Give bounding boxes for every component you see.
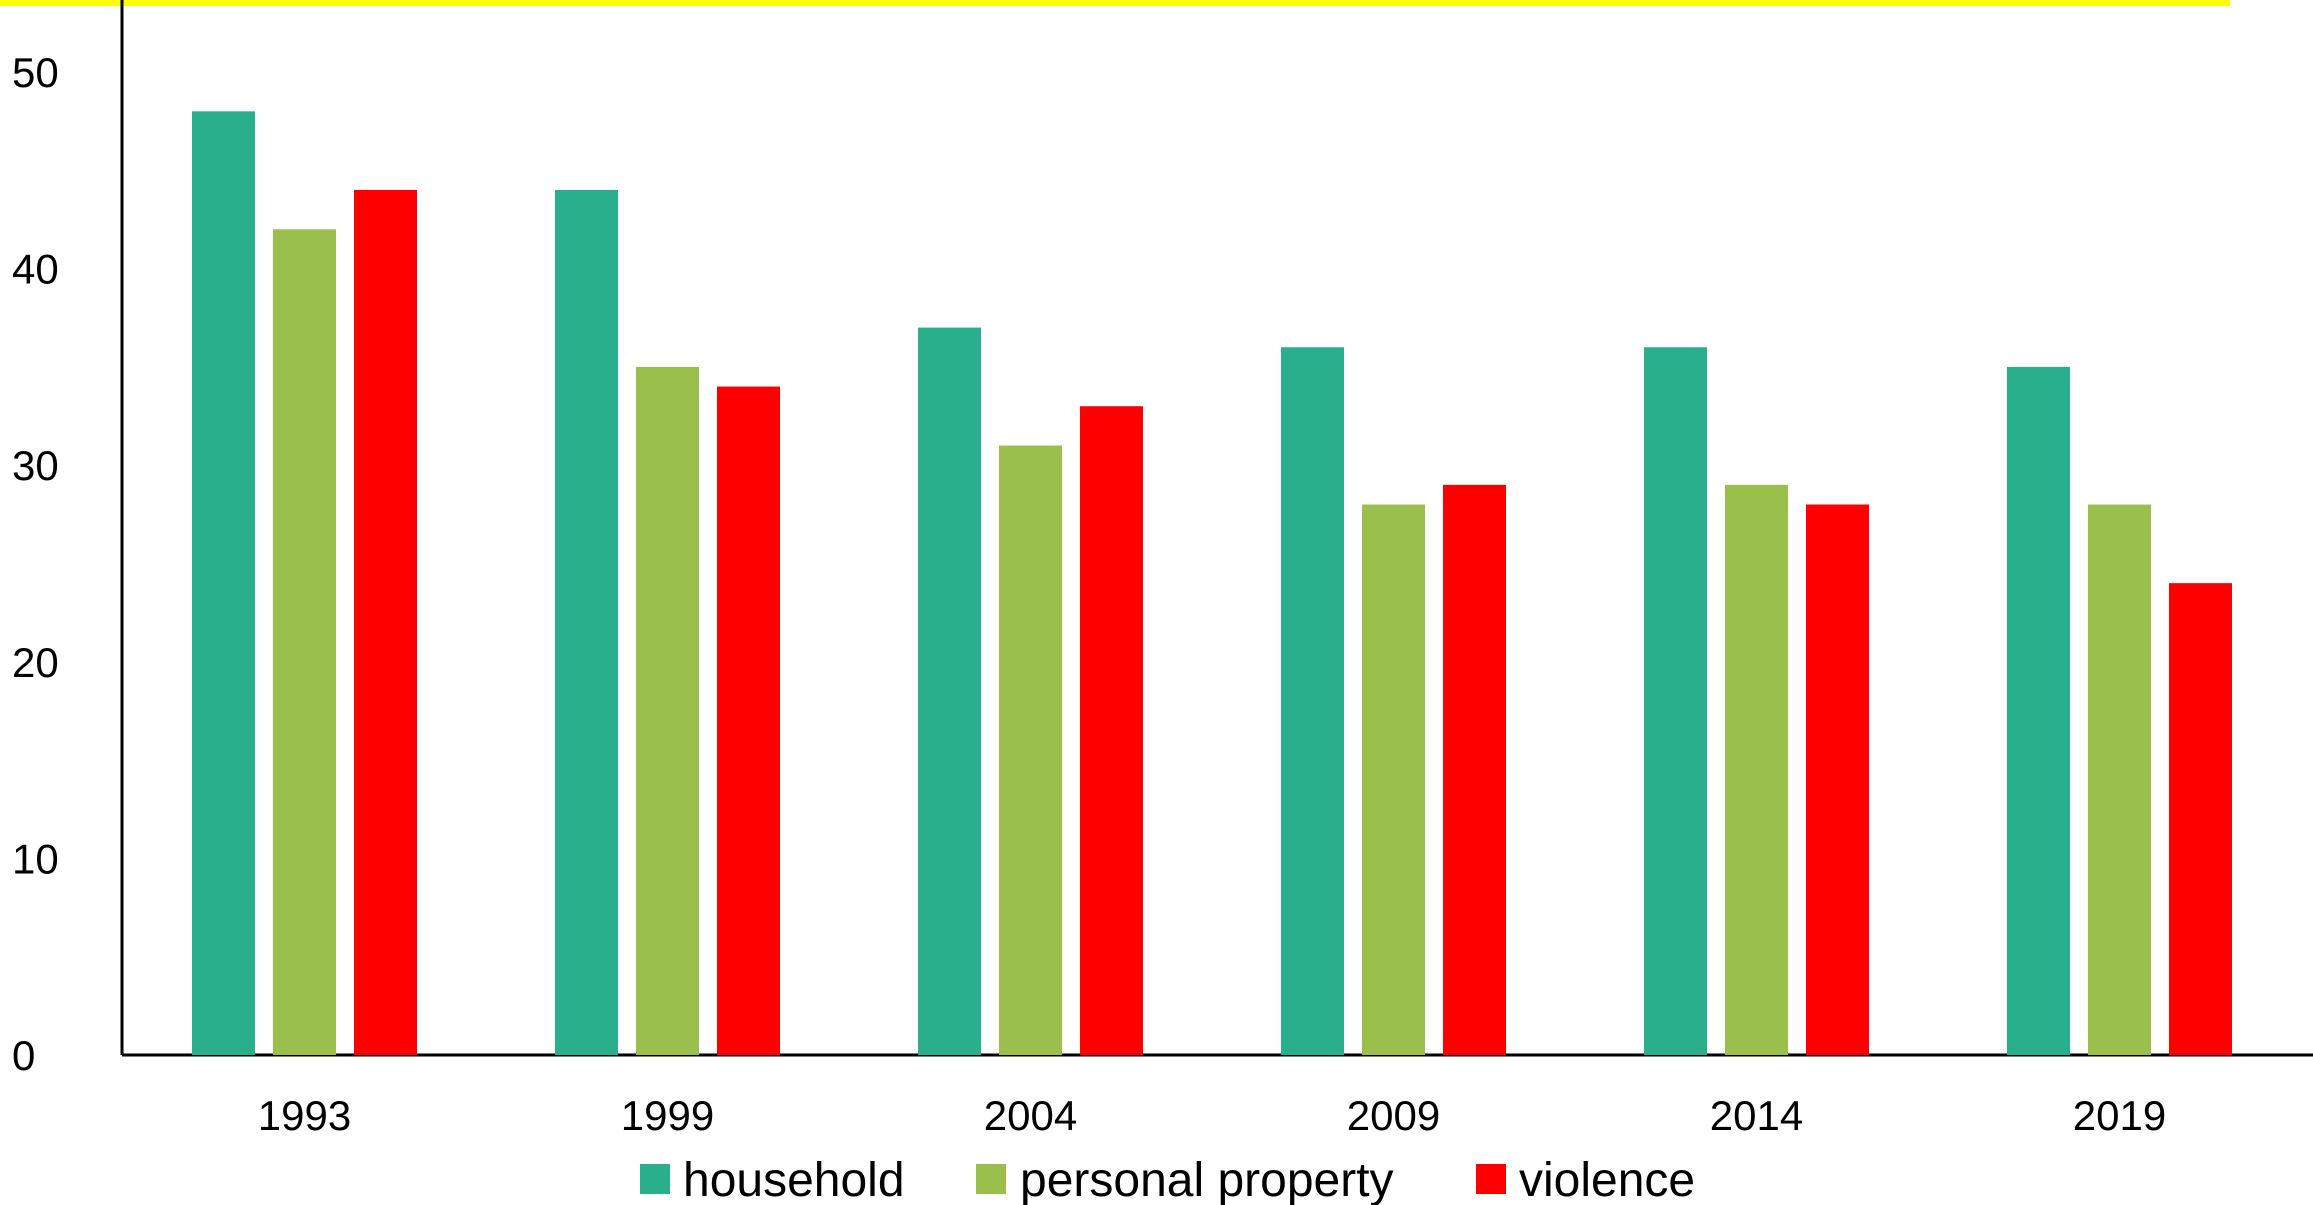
y-tick-label: 20 — [12, 639, 59, 686]
bar-violence-1999 — [717, 386, 780, 1055]
bar-household-2019 — [2007, 366, 2070, 1055]
y-axis-ticks: 0 10 20 30 40 50 — [12, 49, 59, 1079]
x-tick-label: 2014 — [1710, 1092, 1803, 1139]
bar-personal-property-2004 — [999, 445, 1062, 1055]
legend-label-personal-property: personal property — [1020, 1154, 1394, 1205]
y-tick-label: 40 — [12, 246, 59, 293]
x-axis-ticks: 1993 1999 2004 2009 2014 2019 — [258, 1092, 2166, 1139]
legend-label-violence: violence — [1519, 1154, 1695, 1205]
x-tick-label: 2004 — [984, 1092, 1077, 1139]
bar-household-1999 — [555, 189, 618, 1055]
x-tick-label: 2019 — [2073, 1092, 2166, 1139]
y-tick-label: 50 — [12, 49, 59, 96]
bar-personal-property-2019 — [2088, 504, 2151, 1055]
bar-personal-property-2009 — [1362, 504, 1425, 1055]
bar-personal-property-1999 — [636, 366, 699, 1055]
bar-household-2014 — [1644, 347, 1707, 1055]
legend-label-household: household — [683, 1154, 905, 1205]
legend: household personal property violence — [640, 1154, 1695, 1205]
bar-violence-2019 — [2169, 583, 2232, 1055]
bar-violence-1993 — [354, 189, 417, 1055]
y-tick-label: 0 — [12, 1032, 35, 1079]
x-tick-label: 1993 — [258, 1092, 351, 1139]
bars-group — [192, 111, 2232, 1056]
bar-violence-2004 — [1080, 406, 1143, 1056]
bar-household-2004 — [918, 327, 981, 1056]
legend-swatch-personal-property — [976, 1164, 1006, 1194]
bar-household-2009 — [1281, 347, 1344, 1055]
y-tick-label: 10 — [12, 835, 59, 882]
bar-household-1993 — [192, 111, 255, 1055]
bar-personal-property-1993 — [273, 229, 336, 1055]
bar-violence-2009 — [1443, 484, 1506, 1055]
legend-swatch-household — [640, 1164, 670, 1194]
top-highlight-band — [0, 0, 2230, 6]
bar-violence-2014 — [1806, 504, 1869, 1055]
x-tick-label: 1999 — [621, 1092, 714, 1139]
bar-personal-property-2014 — [1725, 484, 1788, 1055]
legend-swatch-violence — [1476, 1164, 1506, 1194]
x-tick-label: 2009 — [1347, 1092, 1440, 1139]
y-tick-label: 30 — [12, 442, 59, 489]
